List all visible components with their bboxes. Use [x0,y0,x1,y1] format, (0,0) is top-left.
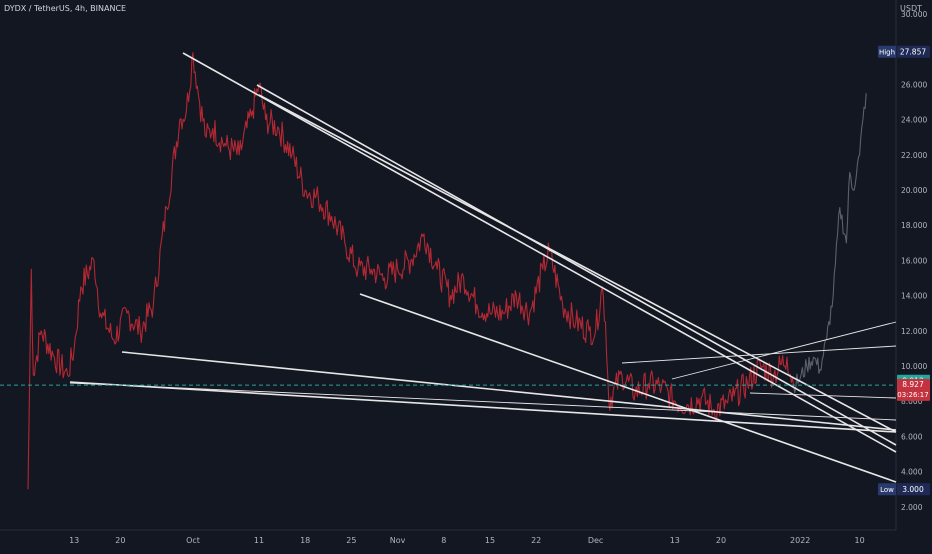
x-tick-label: 20 [716,536,726,545]
y-tick-label: 24.000 [901,116,927,125]
x-tick-label: 13 [670,536,680,545]
y-tick-label: 8.000 [901,397,923,406]
current-price-value: 8.927 [902,380,924,389]
x-tick-label: 25 [346,536,356,545]
x-tick-label: 22 [531,536,541,545]
trendline [671,321,897,380]
y-tick-label: 22.000 [901,151,927,160]
x-tick-label: 15 [485,536,495,545]
low-badge-value: 3.000 [902,485,924,494]
trendline [69,381,897,433]
price-series-line [27,52,795,490]
y-tick-label: 12.000 [901,327,927,336]
trendline [258,94,897,433]
x-tick-label: 11 [254,536,264,545]
x-tick-label: 18 [300,536,310,545]
trendline [256,84,897,446]
y-tick-label: 16.000 [901,256,927,265]
y-tick-label: 2.000 [901,503,923,512]
y-tick-label: 6.000 [901,432,923,441]
x-tick-label: 2022 [790,536,810,545]
trendline [182,52,897,453]
x-tick-label: 10 [855,536,865,545]
low-badge-label-bg [878,483,896,496]
current-price-badge [897,378,930,401]
trendline [69,382,897,421]
trendline [359,293,897,483]
x-tick-label: 8 [441,536,446,545]
y-tick-label: 14.000 [901,292,927,301]
low-badge-value-bg [897,483,930,496]
y-tick-label: 30.000 [901,10,927,19]
x-tick-label: 20 [115,536,125,545]
high-badge-value-bg [897,45,930,58]
y-tick-label: 20.000 [901,186,927,195]
currency-label: USDT [900,4,922,13]
x-tick-label: Dec [588,536,603,545]
high-badge-label-bg [878,45,896,58]
trendline [621,345,897,364]
chart-title: DYDX / TetherUS, 4h, BINANCE [4,4,127,13]
price-series-line [793,93,867,394]
x-tick-label: Nov [390,536,406,545]
high-badge-value: 27.857 [900,48,926,57]
x-tick-label: 13 [69,536,79,545]
y-tick-label: 26.000 [901,80,927,89]
low-badge-label: Low [880,486,894,494]
countdown-value: 03:26:17 [897,391,928,399]
high-badge-label: High [879,49,895,57]
trendline [749,392,897,399]
y-tick-label: 18.000 [901,221,927,230]
y-tick-label: 4.000 [901,468,923,477]
trendline [121,351,897,431]
x-tick-label: Oct [186,536,200,545]
y-tick-label: 10.000 [901,362,927,371]
